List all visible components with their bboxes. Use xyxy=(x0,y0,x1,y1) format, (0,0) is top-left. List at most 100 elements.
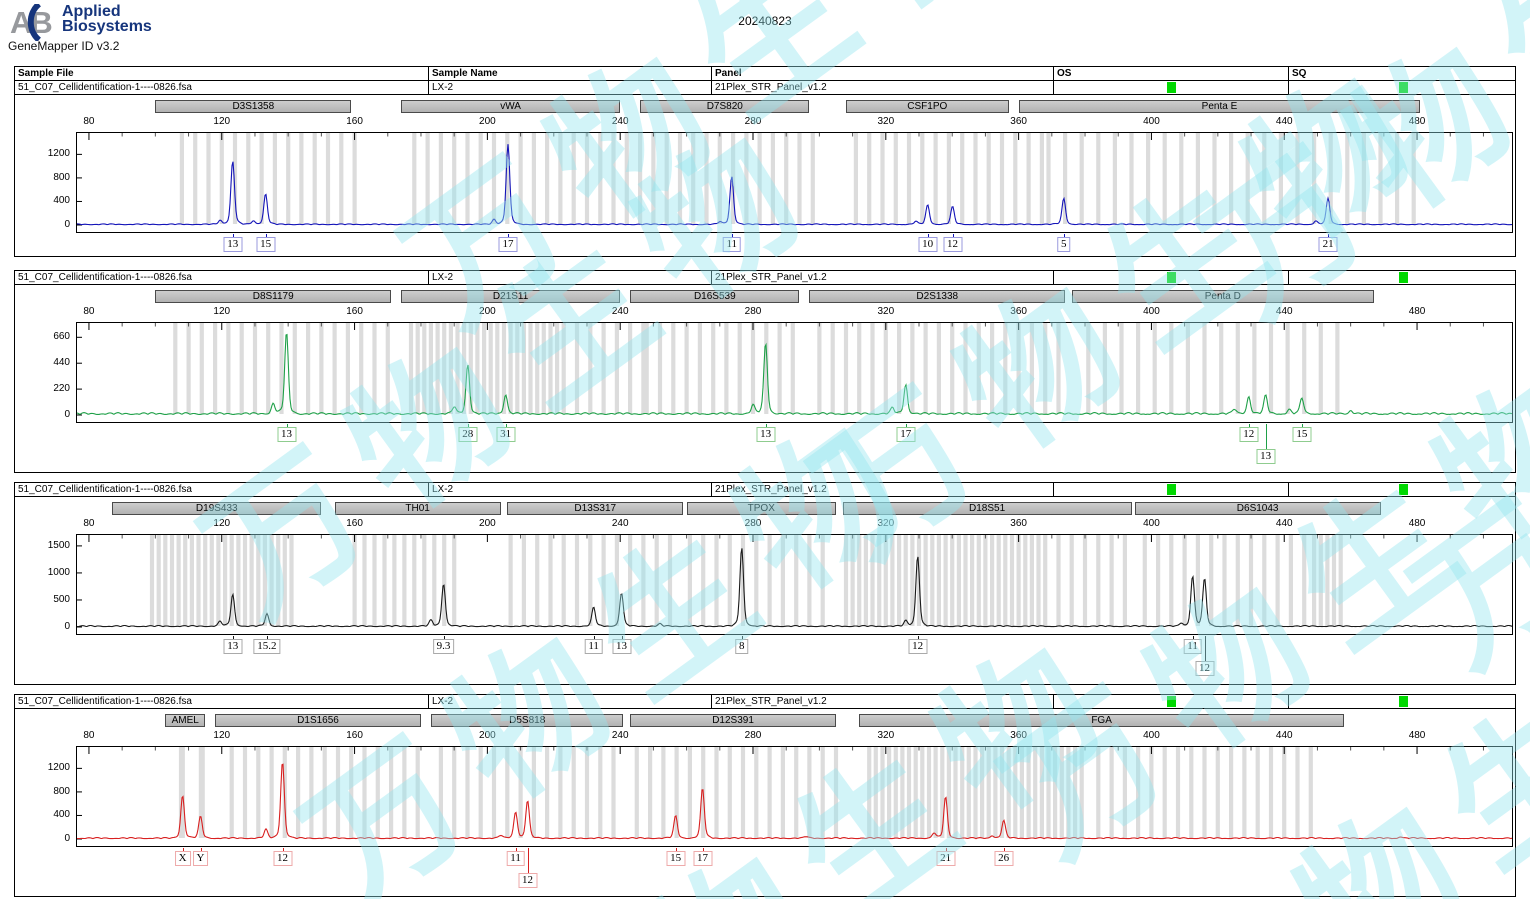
allele-label[interactable]: 13 xyxy=(223,237,243,252)
allele-bin xyxy=(1202,747,1207,838)
allele-label[interactable]: 15 xyxy=(256,237,276,252)
allele-label[interactable]: 21 xyxy=(936,851,956,866)
allele-bin xyxy=(389,747,394,838)
allele-bin xyxy=(435,323,440,414)
x-axis-tick-label: 280 xyxy=(744,518,762,529)
allele-label[interactable]: 17 xyxy=(896,427,916,442)
allele-bin xyxy=(1003,535,1008,626)
allele-label[interactable]: 12 xyxy=(943,237,963,252)
panel-group-black: 51_C07_Cellidentification-1----0826.fsa L… xyxy=(14,482,1516,685)
sample-row[interactable]: 51_C07_Cellidentification-1----0826.fsa L… xyxy=(15,271,1515,285)
sample-row[interactable]: 51_C07_Cellidentification-1----0826.fsa L… xyxy=(15,695,1515,709)
allele-bin xyxy=(198,747,205,838)
allele-leader-line xyxy=(593,636,595,640)
plot-region[interactable] xyxy=(75,322,1514,423)
allele-bin xyxy=(584,747,590,838)
allele-label[interactable]: 12 xyxy=(273,851,293,866)
allele-bin xyxy=(209,535,214,626)
marker-bar-D5S818: D5S818 xyxy=(430,714,624,727)
allele-label[interactable]: 9.3 xyxy=(432,639,455,654)
allele-bin xyxy=(714,535,719,626)
allele-bin xyxy=(375,747,380,838)
allele-label[interactable]: 12 xyxy=(1195,661,1215,676)
allele-bin xyxy=(714,747,719,838)
sample-row[interactable]: 51_C07_Cellidentification-1----0826.fsa L… xyxy=(15,81,1515,95)
allele-label[interactable]: 13 xyxy=(277,427,296,442)
allele-label[interactable]: 13 xyxy=(612,639,631,654)
allele-label[interactable]: 15 xyxy=(1292,427,1312,442)
allele-bin xyxy=(684,323,689,414)
marker-bar-Penta-D: Penta D xyxy=(1071,290,1374,303)
x-axis-tick-label: 480 xyxy=(1408,518,1426,529)
allele-bin xyxy=(691,133,696,224)
allele-bin xyxy=(345,323,350,414)
allele-bin xyxy=(478,133,483,224)
sample-row[interactable]: 51_C07_Cellidentification-1----0826.fsa L… xyxy=(15,483,1515,497)
allele-bin xyxy=(1312,535,1317,626)
allele-label[interactable]: 12 xyxy=(518,873,538,888)
allele-leader-line xyxy=(741,636,743,640)
allele-bin xyxy=(1033,747,1038,838)
allele-bin xyxy=(770,133,775,224)
allele-label[interactable]: 13 xyxy=(1256,449,1276,464)
panel-cell: 21Plex_STR_Panel_v1.2 xyxy=(711,81,1053,95)
sq-cell xyxy=(1288,81,1517,95)
allele-label[interactable]: 15 xyxy=(666,851,686,866)
ab-logo-icon: AB xyxy=(10,4,53,41)
allele-bin xyxy=(535,535,540,626)
y-axis-tick-label: 0 xyxy=(64,409,70,420)
allele-label[interactable]: 17 xyxy=(693,851,713,866)
allele-label[interactable]: 5 xyxy=(1057,237,1071,252)
electropherogram-svg xyxy=(75,534,1514,635)
allele-label[interactable]: 17 xyxy=(498,237,518,252)
allele-bin xyxy=(415,747,420,838)
allele-bin xyxy=(518,133,523,224)
allele-bin xyxy=(548,535,553,626)
allele-bin xyxy=(890,535,895,626)
marker-bar-D12S391: D12S391 xyxy=(630,714,836,727)
allele-label[interactable]: 26 xyxy=(994,851,1014,866)
allele-label[interactable]: 11 xyxy=(506,851,525,866)
os-pass-indicator xyxy=(1166,272,1176,283)
allele-label[interactable]: 11 xyxy=(584,639,603,654)
allele-bin xyxy=(362,535,367,626)
allele-bin xyxy=(385,323,390,414)
allele-label[interactable]: Y xyxy=(192,851,209,866)
allele-bin xyxy=(465,133,470,224)
sq-pass-indicator xyxy=(1398,82,1408,93)
y-axis-tick-label: 400 xyxy=(53,195,70,207)
allele-bin xyxy=(657,323,663,414)
sample-file-cell: 51_C07_Cellidentification-1----0826.fsa xyxy=(18,82,192,93)
allele-label[interactable]: 11 xyxy=(722,237,742,252)
allele-bin xyxy=(1122,747,1127,838)
allele-label[interactable]: 13 xyxy=(756,427,776,442)
allele-label[interactable]: 21 xyxy=(1318,237,1338,252)
y-axis-tick-label: 0 xyxy=(64,621,70,632)
column-header-sample-name: Sample Name xyxy=(428,67,711,81)
allele-label[interactable]: 10 xyxy=(918,237,938,252)
allele-bin xyxy=(930,535,935,626)
allele-label[interactable]: X xyxy=(174,851,191,866)
allele-bin xyxy=(362,747,367,838)
allele-label[interactable]: 12 xyxy=(1239,427,1259,442)
allele-label[interactable]: 13 xyxy=(223,639,243,654)
allele-label[interactable]: 11 xyxy=(1183,639,1202,654)
plot-region[interactable] xyxy=(75,746,1514,847)
allele-bin xyxy=(940,747,945,838)
allele-bin xyxy=(820,535,825,626)
allele-bin xyxy=(1006,747,1011,838)
allele-bin xyxy=(199,323,204,414)
allele-label[interactable]: 15.2 xyxy=(253,639,281,654)
allele-label[interactable]: 12 xyxy=(908,639,928,654)
sample-name-cell: LX-2 xyxy=(428,271,711,285)
plot-region[interactable] xyxy=(75,132,1514,233)
allele-bin xyxy=(664,133,669,224)
allele-label[interactable]: 28 xyxy=(458,427,478,442)
allele-label[interactable]: 8 xyxy=(734,639,749,654)
allele-label[interactable]: 31 xyxy=(496,427,516,442)
allele-bin xyxy=(863,535,868,626)
allele-bin xyxy=(574,535,580,626)
plot-region[interactable] xyxy=(75,534,1514,635)
sample-name-cell: LX-2 xyxy=(428,483,711,497)
allele-bin xyxy=(1185,323,1190,414)
